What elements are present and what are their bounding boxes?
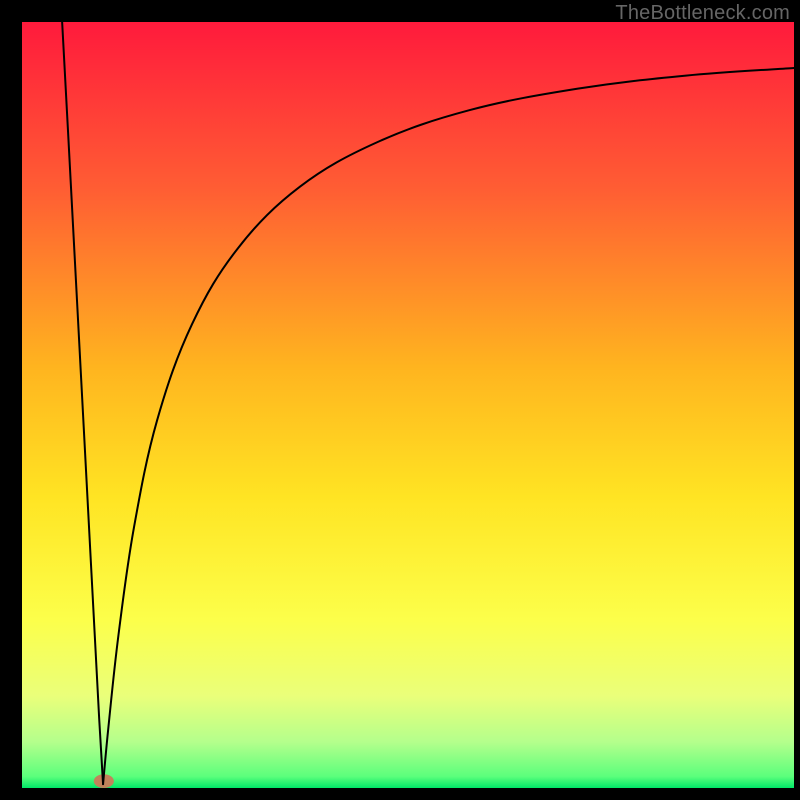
bottleneck-curve-chart [0,0,800,800]
plot-background [22,22,794,788]
chart-container: TheBottleneck.com [0,0,800,800]
